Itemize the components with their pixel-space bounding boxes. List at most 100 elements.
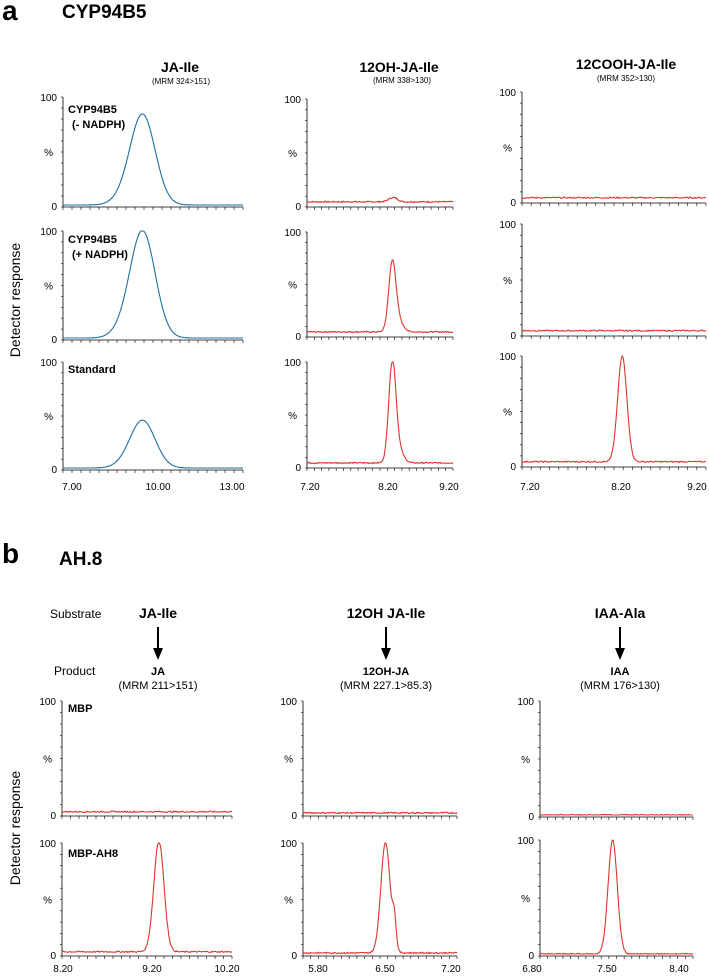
y-tick-label-0: 0 xyxy=(51,465,57,476)
x-tick-label: 10.00 xyxy=(145,482,170,493)
row-label-2: CYP94B5 xyxy=(68,234,117,246)
chromatogram-12cooh-ja-ile-row-3: 100% 0 xyxy=(499,352,707,473)
col-mrm-12cooh-ja-ile: (MRM 352>130) xyxy=(597,74,655,83)
x-tick-label: 8.40 xyxy=(669,964,689,975)
trace-line xyxy=(521,354,707,464)
y-tick-label-0: 0 xyxy=(291,951,297,962)
panel-b-title: AH.8 xyxy=(59,549,102,570)
y-label-percent: % xyxy=(521,894,530,905)
y-tick-label-0: 0 xyxy=(510,198,516,209)
row-label-mbp-ah8: MBP-AH8 xyxy=(68,848,118,860)
trace-line xyxy=(61,810,233,814)
product-name: 12OH-JA xyxy=(363,666,410,678)
row-label-1: CYP94B5 xyxy=(68,104,117,116)
substrate-name: JA-Ile xyxy=(139,605,177,621)
x-tick-label: 5.80 xyxy=(308,964,328,975)
x-tick-label: 9.20 xyxy=(439,482,459,493)
substrate-name: IAA-Ala xyxy=(595,605,646,621)
y-tick-label-100: 100 xyxy=(517,836,534,847)
y-tick-label-0: 0 xyxy=(295,463,301,474)
chromatogram-ja-ile-row-1: 100% 0 xyxy=(40,93,244,213)
y-label-percent: % xyxy=(521,755,530,766)
x-tick-label: 7.00 xyxy=(62,482,82,493)
x-tick-label: 9.20 xyxy=(142,964,162,975)
x-tick-label: 13.00 xyxy=(219,482,244,493)
x-tick-label: 10.20 xyxy=(214,964,239,975)
y-label-percent: % xyxy=(284,896,293,907)
arrow-head-icon xyxy=(615,648,625,660)
panel-a-ylabel: Detector response xyxy=(7,243,23,358)
y-tick-label-100: 100 xyxy=(40,93,57,104)
trace-line xyxy=(306,196,454,204)
trace-line xyxy=(63,113,243,206)
trace-line xyxy=(61,842,233,954)
chromatogram-12cooh-ja-ile-row-1: 100% 0 xyxy=(499,88,707,209)
y-tick-label-100: 100 xyxy=(280,839,297,850)
trace-line xyxy=(302,811,458,815)
chromatogram-iaa-row-2: 100% 0 xyxy=(517,836,694,962)
chromatogram-ja-row-2: 100% 0 xyxy=(39,839,233,962)
product-name: IAA xyxy=(611,666,630,678)
x-tick-label: 6.50 xyxy=(375,964,395,975)
y-label-percent: % xyxy=(44,282,53,293)
y-tick-label-0: 0 xyxy=(291,811,297,822)
y-tick-label-100: 100 xyxy=(39,697,56,708)
trace-line xyxy=(521,329,707,333)
panel-a-letter: a xyxy=(2,0,18,26)
chromatogram-12oh-ja-ile-row-3: 100% 0 xyxy=(284,358,454,474)
y-tick-label-0: 0 xyxy=(51,335,57,346)
product-label: Product xyxy=(54,664,96,678)
product-mrm: (MRM 176>130) xyxy=(580,680,660,692)
product-name: JA xyxy=(151,666,165,678)
chromatogram-ja-ile-row-2: 100% 0 xyxy=(40,227,244,346)
col-title-12cooh-ja-ile: 12COOH-JA-Ile xyxy=(576,56,677,72)
chromatogram-12oh-ja-ile-row-1: 100% 0 xyxy=(284,95,454,213)
y-tick-label-100: 100 xyxy=(499,220,516,231)
panel-b-ylabel: Detector response xyxy=(7,771,23,886)
y-tick-label-100: 100 xyxy=(40,358,57,369)
row-label-mbp: MBP xyxy=(68,703,92,715)
chromatogram-12cooh-ja-ile-row-2: 100% 0 xyxy=(499,220,707,342)
trace-line xyxy=(540,813,693,816)
arrow-head-icon xyxy=(153,648,163,660)
y-label-percent: % xyxy=(288,411,297,422)
x-tick-label: 8.20 xyxy=(611,482,631,493)
chromatogram-ja-row-1: 100% 0 xyxy=(39,697,233,822)
y-label-percent: % xyxy=(503,408,512,419)
chromatogram-ja-ile-row-3: 100% 0 xyxy=(40,358,244,476)
arrow-head-icon xyxy=(381,648,391,660)
col-mrm-ja-ile: (MRM 324>151) xyxy=(152,77,210,86)
substrate-name: 12OH JA-Ile xyxy=(347,605,426,621)
y-tick-label-0: 0 xyxy=(510,462,516,473)
y-tick-label-0: 0 xyxy=(50,951,56,962)
product-mrm: (MRM 227.1>85.3) xyxy=(340,680,432,692)
x-tick-label: 7.20 xyxy=(300,482,320,493)
y-tick-label-100: 100 xyxy=(40,227,57,238)
trace-line xyxy=(306,361,454,465)
y-tick-label-100: 100 xyxy=(284,358,301,369)
x-tick-label: 7.20 xyxy=(520,482,540,493)
y-tick-label-0: 0 xyxy=(51,202,57,213)
y-tick-label-100: 100 xyxy=(280,697,297,708)
y-tick-label-100: 100 xyxy=(39,839,56,850)
x-tick-label: 7.20 xyxy=(441,964,461,975)
y-label-percent: % xyxy=(44,412,53,423)
row-label-3: Standard xyxy=(68,364,116,376)
y-tick-label-0: 0 xyxy=(50,811,56,822)
y-label-percent: % xyxy=(44,148,53,159)
x-tick-label: 8.20 xyxy=(53,964,73,975)
x-tick-label: 6.80 xyxy=(522,964,542,975)
product-mrm: (MRM 211>151) xyxy=(119,680,198,692)
trace-line xyxy=(63,230,243,339)
col-mrm-12oh-ja-ile: (MRM 338>130) xyxy=(373,76,431,85)
y-label-percent: % xyxy=(284,755,293,766)
col-title-12oh-ja-ile: 12OH-JA-Ile xyxy=(359,59,439,75)
y-tick-label-100: 100 xyxy=(284,95,301,106)
y-tick-label-100: 100 xyxy=(284,228,301,239)
x-tick-label: 9.20 xyxy=(687,482,707,493)
y-label-percent: % xyxy=(43,896,52,907)
y-tick-label-0: 0 xyxy=(528,951,534,962)
row-label-1-sub: (- NADPH) xyxy=(72,119,125,131)
panel-b-letter: b xyxy=(2,538,19,569)
